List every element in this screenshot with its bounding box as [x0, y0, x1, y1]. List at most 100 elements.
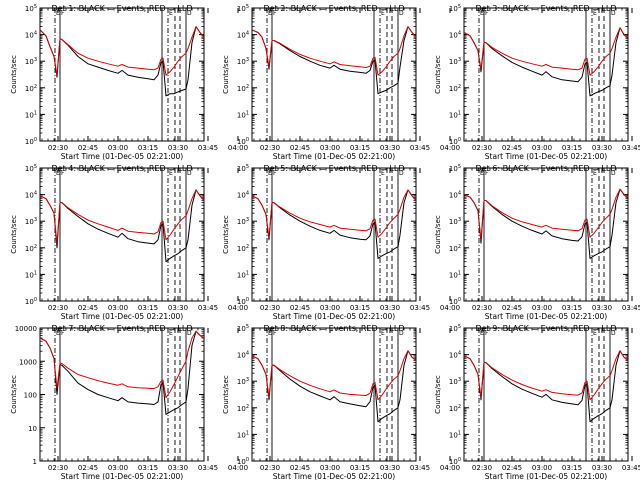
flag-letter: D: [187, 10, 192, 17]
x-tick-label: 02:30: [472, 144, 492, 152]
flag-letter: D: [268, 10, 273, 17]
events-series-line: [464, 27, 628, 97]
lld-series-line: [252, 189, 416, 238]
flag-letter: E: [593, 330, 597, 337]
y-tick-label: 105: [449, 324, 461, 333]
lld-series-line: [464, 27, 628, 76]
x-tick-label: 02:45: [290, 464, 310, 472]
lld-series-line: [464, 350, 628, 401]
series-group: [252, 189, 416, 259]
y-tick-label: 100: [449, 297, 461, 306]
panel-title: Det 6: BLACK = Events, RED = LLD: [476, 164, 617, 173]
events-series-line: [40, 26, 204, 97]
panel-det-4: 100 101 102 103 104 105 02:30 02:45 03:00 03:15 03…: [10, 164, 248, 321]
flag-letter: D: [611, 10, 616, 17]
x-tick-label: 03:45: [410, 144, 430, 152]
x-tick-label: 02:30: [260, 144, 280, 152]
y-axis-label: Counts/sec: [434, 55, 442, 94]
x-tick-label: 03:45: [622, 144, 640, 152]
y-tick-label: 101: [237, 430, 249, 439]
y-tick-label: 102: [449, 84, 461, 93]
x-tick-label: 04:00: [440, 304, 460, 312]
x-axis-label: Start Time (01-Dec-05 02:21:00): [485, 152, 607, 161]
y-tick-label: 101: [25, 270, 37, 279]
x-tick-label: 03:45: [198, 304, 218, 312]
events-series-line: [40, 189, 204, 263]
plot-frame: [463, 167, 629, 302]
series-group: [252, 350, 416, 423]
y-axis-label: Counts/sec: [10, 55, 18, 94]
y-tick-label: 103: [25, 57, 37, 66]
flag-letter: F: [61, 330, 65, 337]
x-axis-label: Start Time (01-Dec-05 02:21:00): [273, 152, 395, 161]
x-tick-label: 02:45: [502, 144, 522, 152]
panel-title: Det 8: BLACK = Events, RED = LLD: [264, 324, 405, 333]
x-axis-label: Start Time (01-Dec-05 02:21:00): [273, 312, 395, 321]
x-tick-label: 02:30: [48, 304, 68, 312]
flag-letter: F: [61, 170, 65, 177]
flag-letter: E: [381, 330, 385, 337]
x-tick-label: 03:00: [108, 464, 128, 472]
y-tick-label: 104: [449, 31, 461, 40]
x-tick-label: 02:30: [472, 304, 492, 312]
x-axis-label: Start Time (01-Dec-05 02:21:00): [485, 312, 607, 321]
x-tick-label: 03:45: [622, 464, 640, 472]
flag-letter: D: [399, 330, 404, 337]
x-tick-label: 03:15: [138, 144, 158, 152]
y-tick-label: 105: [237, 164, 249, 173]
y-tick-label: 105: [25, 4, 37, 13]
y-tick-label: 105: [449, 4, 461, 13]
x-tick-label: 03:00: [532, 304, 552, 312]
flag-letter: D: [56, 330, 61, 337]
y-tick-label: 105: [237, 4, 249, 13]
flag-letter: D: [56, 10, 61, 17]
y-tick-label: 102: [237, 244, 249, 253]
y-tick-label: 101: [449, 270, 461, 279]
x-axis-label: Start Time (01-Dec-05 02:21:00): [485, 472, 607, 480]
y-tick-label: 104: [237, 191, 249, 200]
x-tick-label: 03:30: [168, 464, 188, 472]
panel-title: Det 2: BLACK = Events, RED = LLD: [264, 4, 405, 13]
x-tick-label: 03:15: [350, 304, 370, 312]
flag-letter: D: [480, 330, 485, 337]
flag-letter: D: [611, 170, 616, 177]
y-axis-label: Counts/sec: [434, 375, 442, 414]
plot-frame: [251, 7, 417, 142]
plot-frame: [39, 7, 205, 142]
x-tick-label: 03:15: [350, 464, 370, 472]
panel-det-9: 100 101 102 103 104 105 02:30 02:45 03:00 03:15 03…: [434, 324, 640, 480]
plot-frame: [463, 327, 629, 462]
y-tick-label: 1: [33, 458, 37, 466]
y-axis-label: Counts/sec: [10, 375, 18, 414]
y-tick-label: 100: [237, 457, 249, 466]
plot-frame: [39, 167, 205, 302]
series-group: [464, 350, 628, 423]
x-tick-label: 03:15: [562, 304, 582, 312]
x-tick-label: 02:45: [78, 464, 98, 472]
panel-det-3: 100 101 102 103 104 105 02:30 02:45 03:00 03:15 03…: [434, 4, 640, 161]
y-tick-label: 105: [449, 164, 461, 173]
panel-det-7: 1 10 100 1000 10000 02:30 02:45 03:00 03:15 03:30…: [10, 324, 248, 480]
flag-letter: D: [480, 170, 485, 177]
y-tick-label: 100: [237, 137, 249, 146]
y-tick-label: 104: [237, 31, 249, 40]
events-series-line: [252, 189, 416, 259]
y-tick-label: 103: [237, 377, 249, 386]
y-tick-label: 103: [237, 217, 249, 226]
events-series-line: [464, 350, 628, 423]
x-tick-label: 04:00: [228, 304, 248, 312]
y-tick-label: 104: [25, 31, 37, 40]
y-tick-label: 104: [449, 191, 461, 200]
y-axis-label: Counts/sec: [222, 55, 230, 94]
y-tick-label: 103: [449, 377, 461, 386]
plot-frame: [251, 327, 417, 462]
x-tick-label: 02:45: [290, 144, 310, 152]
flag-letter: D: [268, 170, 273, 177]
flag-letter: D: [56, 170, 61, 177]
x-tick-label: 04:00: [440, 464, 460, 472]
flag-letter: F: [485, 170, 489, 177]
x-tick-label: 02:45: [502, 304, 522, 312]
y-tick-label: 100: [24, 392, 37, 400]
flag-letter: E: [593, 10, 597, 17]
flag-letter: E: [169, 170, 173, 177]
